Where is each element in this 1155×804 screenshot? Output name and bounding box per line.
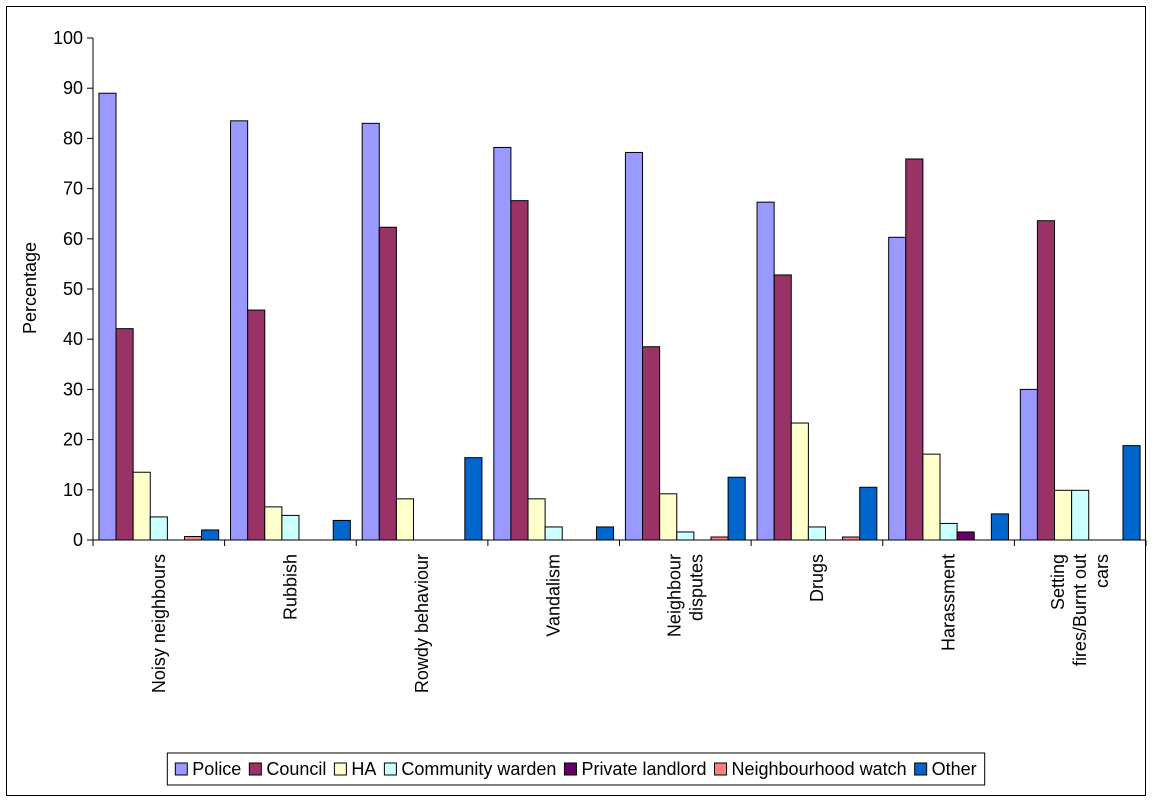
bar-ha-2 (395, 498, 415, 541)
bar-police-1 (230, 120, 249, 541)
y-tick-label: 40 (63, 329, 83, 349)
y-tick-labels: 0 10 20 30 40 50 60 70 80 90 100 (53, 28, 83, 550)
y-tick-label: 10 (63, 480, 83, 500)
y-tick-label: 70 (63, 179, 83, 199)
legend-label-police: Police (192, 759, 241, 779)
bar-ha-0 (132, 471, 151, 541)
y-tick-label: 0 (73, 530, 83, 550)
category-labels: Noisy neighbours Rubbish Rowdy behaviour Va… (149, 554, 1112, 693)
bar-community-warden-0 (149, 516, 168, 541)
bar-ha-1 (264, 506, 283, 541)
bar-community-warden-6 (939, 522, 958, 541)
bar-other-6 (990, 513, 1009, 541)
bar-community-warden-3 (544, 526, 563, 541)
bar-police-4 (624, 151, 644, 541)
legend-swatch-council (248, 762, 262, 776)
bar-other-5 (859, 486, 878, 541)
legend-swatch-private-landlord (563, 762, 577, 776)
legend-label-other: Other (932, 759, 977, 779)
y-tick-label: 60 (63, 229, 83, 249)
bar-other-3 (595, 526, 615, 541)
legend-label-community-warden: Community warden (401, 759, 556, 779)
y-tick-label: 90 (63, 78, 83, 98)
bar-ha-6 (922, 453, 941, 541)
bars-layer (98, 92, 1141, 541)
legend-label-council: Council (266, 759, 326, 779)
category-label: Rowdy behaviour (412, 554, 432, 693)
bar-council-6 (905, 158, 924, 541)
bar-council-4 (642, 346, 661, 541)
category-label: cars (1092, 554, 1112, 588)
category-label: Setting (1048, 554, 1068, 610)
category-label: Neighbour (664, 554, 684, 637)
bar-other-2 (464, 457, 483, 541)
bar-community-warden-1 (281, 514, 300, 541)
category-label: Vandalism (544, 554, 564, 637)
bar-other-4 (727, 476, 746, 541)
y-tick-label: 100 (53, 28, 83, 48)
legend-label-private-landlord: Private landlord (581, 759, 706, 779)
bar-police-6 (888, 236, 907, 541)
bar-police-0 (98, 92, 117, 541)
bar-ha-4 (659, 493, 678, 541)
legend-label-ha: HA (351, 759, 376, 779)
bar-ha-3 (527, 498, 546, 541)
legend-swatch-community-warden (383, 762, 397, 776)
y-tick-label: 30 (63, 379, 83, 399)
bar-community-warden-5 (807, 526, 826, 541)
category-label: Harassment (939, 554, 959, 651)
legend-label-neighbourhood-watch: Neighbourhood watch (732, 759, 907, 779)
legend-swatch-neighbourhood-watch (714, 762, 728, 776)
bar-police-3 (493, 146, 512, 541)
legend: Police Council HA Community warden Private l… (166, 752, 986, 786)
bar-other-0 (201, 529, 220, 541)
legend-swatch-other (914, 762, 928, 776)
y-tick-label: 50 (63, 279, 83, 299)
bar-private-landlord-6 (956, 531, 975, 541)
category-label: fires/Burnt out (1070, 554, 1090, 666)
y-tick-label: 80 (63, 128, 83, 148)
bar-police-7 (1019, 388, 1038, 541)
legend-swatch-police (174, 762, 188, 776)
bar-council-7 (1036, 220, 1056, 541)
bar-other-1 (332, 519, 351, 541)
bar-police-5 (756, 201, 775, 541)
axes-layer (87, 37, 1147, 546)
bar-council-2 (378, 226, 397, 541)
bar-other-7 (1122, 445, 1141, 541)
category-label: Rubbish (280, 554, 300, 620)
bar-council-5 (773, 274, 792, 541)
bar-ha-5 (790, 422, 809, 541)
chart-frame (6, 6, 1146, 796)
y-axis-label: Percentage (20, 242, 40, 334)
bar-council-1 (247, 309, 266, 541)
bar-community-warden-7 (1071, 489, 1090, 541)
bar-police-2 (361, 122, 380, 541)
bar-council-3 (510, 200, 529, 541)
category-label: Noisy neighbours (149, 554, 169, 693)
category-label: Drugs (807, 554, 827, 602)
bar-ha-7 (1054, 489, 1073, 541)
y-tick-label: 20 (63, 430, 83, 450)
bar-neighbourhood-watch-0 (183, 535, 203, 541)
bar-council-0 (115, 328, 134, 541)
legend-swatch-ha (333, 762, 347, 776)
bar-community-warden-4 (676, 531, 695, 541)
category-label: disputes (686, 554, 706, 621)
